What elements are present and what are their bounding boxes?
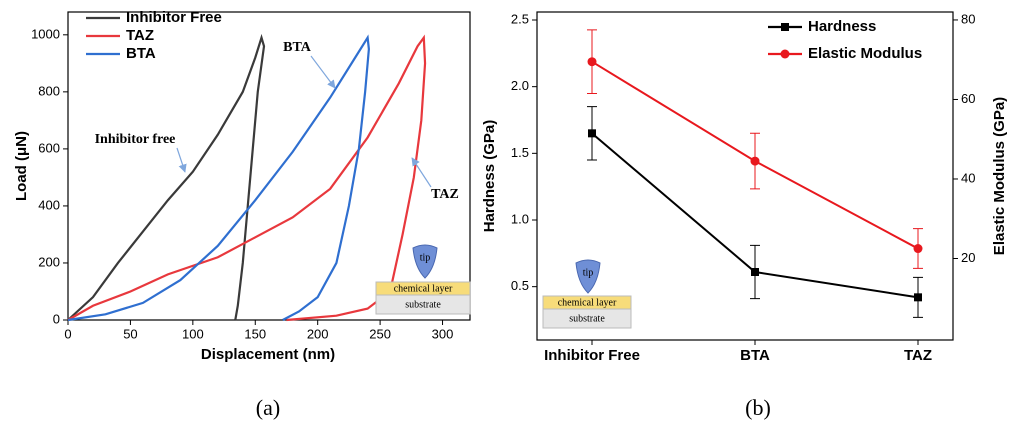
y2-tick-label: 20 (961, 250, 975, 265)
data-point (588, 129, 596, 138)
tip-shape (412, 244, 438, 279)
y-tick-label: 0.5 (511, 278, 529, 293)
data-point (750, 156, 760, 166)
x-tick-label: BTA (740, 347, 770, 364)
data-point (751, 268, 759, 276)
y2-tick-label: 40 (961, 170, 975, 185)
x-axis-title: Displacement (nm) (201, 346, 335, 363)
series-line (67, 34, 370, 322)
x-tick-label: 250 (369, 326, 391, 341)
legend-label: TAZ (126, 27, 154, 44)
data-point (914, 293, 922, 302)
y-tick-label: 600 (38, 140, 60, 155)
x-tick-label: 50 (123, 326, 137, 341)
y-tick-label: 200 (38, 254, 60, 269)
substrate (542, 308, 632, 329)
annotation: TAZ (431, 187, 459, 202)
plot-frame (67, 11, 471, 321)
y-axis-title: Load (μN) (13, 131, 30, 201)
y2-tick-label: 60 (961, 91, 975, 106)
y2-axis-title: Elastic Modulus (GPa) (991, 97, 1008, 255)
data-point (587, 57, 597, 67)
inset-label: substrate (569, 313, 605, 324)
inset-label: tip (420, 252, 431, 263)
y-tick-label: 2.5 (511, 11, 529, 26)
inset-label: tip (583, 267, 594, 278)
y-tick-label: 1000 (31, 26, 60, 41)
y2-tick-label: 80 (961, 11, 975, 26)
legend-label: Hardness (808, 18, 876, 35)
inset-label: chemical layer (394, 283, 453, 294)
x-tick-label: 300 (432, 326, 454, 341)
legend-label: Inhibitor Free (126, 9, 222, 26)
y-tick-label: 1.5 (511, 145, 529, 160)
panel-label: (b) (745, 395, 771, 420)
x-tick-label: 200 (307, 326, 329, 341)
x-tick-label: Inhibitor Free (544, 347, 640, 364)
data-point (913, 244, 923, 254)
substrate (375, 294, 471, 315)
annotation: Inhibitor free (95, 132, 176, 147)
y-tick-label: 0 (53, 311, 60, 326)
y-tick-label: 800 (38, 83, 60, 98)
legend-label: Elastic Modulus (808, 45, 922, 62)
x-tick-label: 0 (64, 326, 71, 341)
legend-marker (780, 49, 790, 59)
x-tick-label: 150 (244, 326, 266, 341)
y-tick-label: 2.0 (511, 78, 529, 93)
annotation-arrow (411, 157, 432, 188)
plot-frame (536, 11, 954, 341)
x-tick-label: 100 (182, 326, 204, 341)
annotation-arrow (310, 55, 336, 89)
legend-marker (781, 23, 789, 31)
tip-shape (575, 259, 601, 294)
y-axis-title: Hardness (GPa) (481, 120, 498, 233)
annotation: BTA (283, 40, 312, 55)
inset-label: chemical layer (558, 297, 617, 308)
x-tick-label: TAZ (904, 347, 932, 364)
inset-label: substrate (405, 299, 441, 310)
annotation-arrow (176, 147, 187, 173)
y-tick-label: 400 (38, 197, 60, 212)
series-line (67, 33, 266, 321)
legend-label: BTA (126, 45, 156, 62)
y-tick-label: 1.0 (511, 211, 529, 226)
panel-label: (a) (256, 395, 280, 420)
